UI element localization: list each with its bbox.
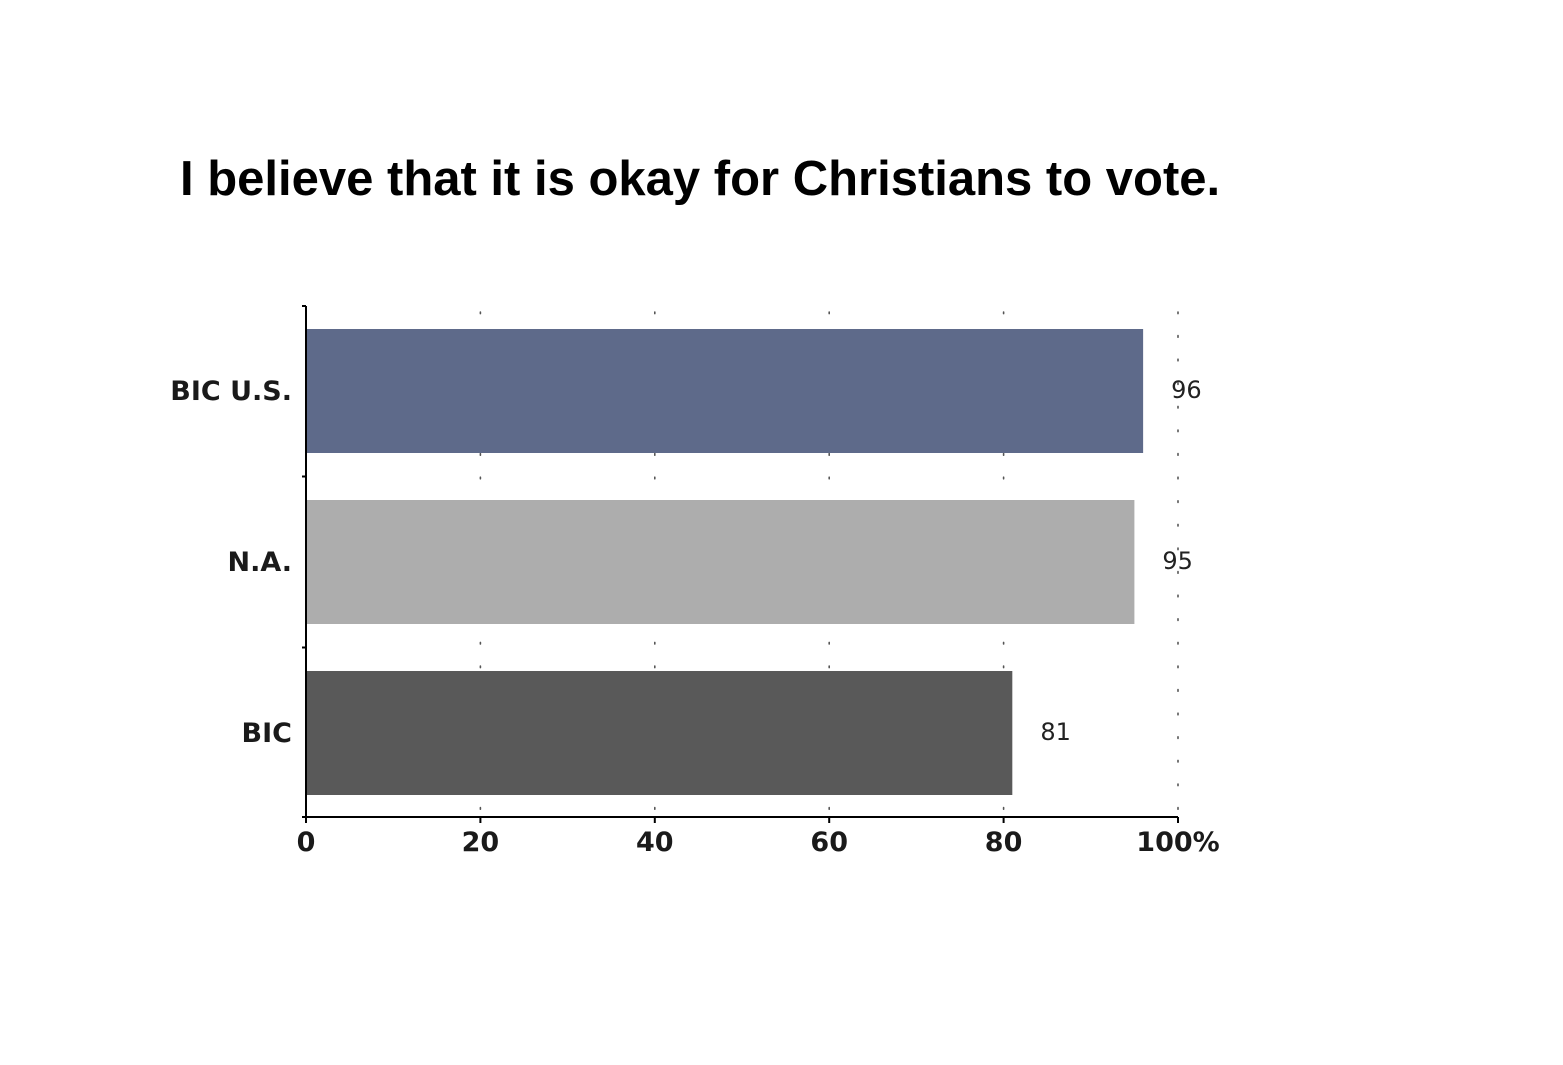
x-tick-label: 80 <box>985 827 1023 858</box>
category-label: BIC <box>242 718 292 749</box>
x-tick-label: 40 <box>636 827 674 858</box>
x-tick-label: 0 <box>297 827 316 858</box>
data-label: 81 <box>1040 718 1071 746</box>
x-tick-label: 100% <box>1136 827 1219 858</box>
x-tick-label: 60 <box>810 827 848 858</box>
category-label: BIC U.S. <box>170 376 292 407</box>
category-label: N.A. <box>227 547 292 578</box>
bar <box>306 329 1144 453</box>
bar <box>306 671 1013 795</box>
x-tick-label: 20 <box>462 827 500 858</box>
bar <box>306 500 1135 624</box>
data-label: 96 <box>1171 376 1202 404</box>
bars <box>306 329 1144 795</box>
axes <box>302 305 1179 823</box>
labels: 0 20 40 60 80 100% BIC U.S. N.A. BIC 96 95 81 <box>170 376 1219 858</box>
chart-title: I believe that it is okay for Christians… <box>180 152 1220 206</box>
data-label: 95 <box>1162 547 1193 575</box>
